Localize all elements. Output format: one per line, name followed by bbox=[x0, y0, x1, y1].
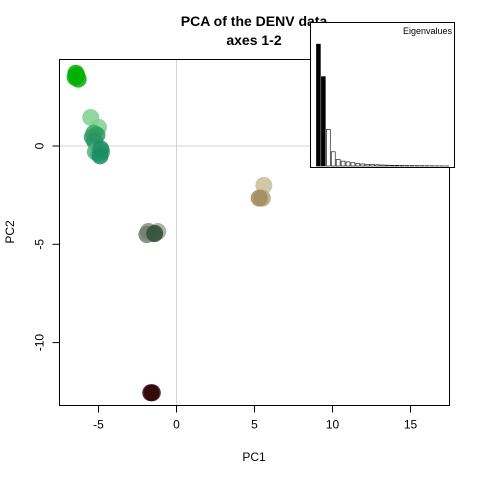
eigenvalue-bar bbox=[376, 165, 380, 166]
y-axis-label: PC2 bbox=[3, 220, 17, 244]
x-tick-label: -5 bbox=[93, 418, 104, 432]
data-point bbox=[92, 140, 109, 157]
eigenvalue-bar bbox=[371, 165, 375, 166]
eigenvalue-bar bbox=[366, 164, 370, 166]
eigenvalue-bar bbox=[385, 165, 389, 166]
eigenvalue-bar bbox=[390, 165, 394, 166]
eigenvalue-bar bbox=[361, 164, 365, 166]
eigenvalue-bar bbox=[316, 44, 320, 166]
y-tick-label: 0 bbox=[33, 142, 47, 149]
y-tick-label: -10 bbox=[33, 334, 47, 352]
x-tick-label: 15 bbox=[404, 418, 418, 432]
inset-title: Eigenvalues bbox=[403, 26, 453, 36]
eigenvalues-inset: Eigenvalues bbox=[311, 23, 455, 168]
eigenvalue-bar bbox=[351, 163, 355, 166]
eigenvalue-bar bbox=[326, 129, 330, 166]
eigenvalue-bar bbox=[381, 165, 385, 166]
x-tick-label: 10 bbox=[326, 418, 340, 432]
x-tick-label: 5 bbox=[251, 418, 258, 432]
eigenvalue-bar bbox=[346, 162, 350, 166]
x-tick-label: 0 bbox=[173, 418, 180, 432]
eigenvalue-bar bbox=[395, 165, 399, 166]
eigenvalue-bar bbox=[336, 160, 340, 167]
eigenvalue-bar bbox=[341, 161, 345, 166]
eigenvalue-bar bbox=[331, 152, 335, 166]
x-axis: -5 0 5 10 15 bbox=[93, 406, 417, 432]
chart-title: PCA of the DENV data bbox=[181, 13, 328, 29]
data-point bbox=[146, 225, 163, 242]
data-point bbox=[142, 384, 159, 401]
chart-subtitle: axes 1-2 bbox=[226, 32, 281, 48]
y-tick-label: -5 bbox=[33, 239, 47, 250]
x-axis-label: PC1 bbox=[242, 450, 266, 464]
y-axis: -10 -5 0 bbox=[33, 142, 60, 351]
data-points bbox=[67, 65, 273, 401]
eigenvalue-bar bbox=[356, 164, 360, 166]
eigenvalue-bar bbox=[321, 77, 325, 166]
data-point bbox=[67, 65, 84, 82]
inset-frame bbox=[311, 23, 455, 168]
data-point bbox=[251, 190, 268, 207]
